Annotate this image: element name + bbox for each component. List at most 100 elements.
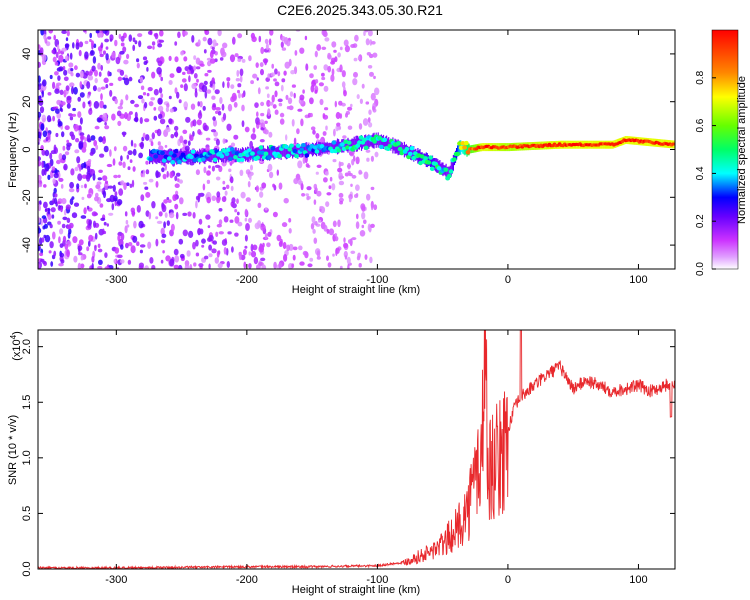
noise-speckle (124, 112, 128, 120)
signal-band (355, 136, 357, 152)
noise-speckle (269, 30, 274, 36)
noise-speckle (146, 92, 150, 97)
snr-panel: -300 -200 -100 0 100 0.0 0.5 1.0 1.5 2.0 Height … (7, 329, 676, 596)
noise-speckle (136, 205, 141, 213)
noise-speckle (96, 181, 102, 185)
noise-speckle (94, 77, 98, 84)
noise-speckle (160, 76, 163, 82)
noise-speckle (41, 237, 45, 243)
noise-speckle (178, 99, 182, 104)
noise-speckle (101, 228, 105, 235)
noise-speckle (255, 185, 260, 193)
noise-speckle (43, 167, 47, 176)
noise-speckle (199, 63, 205, 67)
signal-point (428, 155, 433, 160)
noise-speckle (84, 51, 89, 59)
noise-speckle (127, 166, 131, 171)
noise-speckle (113, 174, 118, 179)
noise-speckle (72, 236, 78, 244)
signal-band (345, 140, 347, 151)
signal-point (671, 142, 675, 146)
noise-speckle (147, 87, 153, 92)
noise-speckle (67, 232, 71, 239)
noise-speckle (117, 120, 122, 127)
noise-speckle (44, 149, 50, 157)
noise-speckle (198, 263, 204, 268)
noise-speckle (138, 40, 142, 48)
signal-point (299, 147, 305, 152)
noise-speckle (227, 231, 232, 235)
noise-speckle (151, 201, 156, 209)
noise-speckle (59, 89, 64, 96)
noise-speckle (52, 231, 56, 240)
noise-speckle (94, 125, 100, 130)
noise-speckle (297, 160, 303, 169)
noise-speckle (265, 42, 269, 51)
noise-speckle (77, 262, 82, 269)
noise-speckle (128, 76, 133, 82)
noise-speckle (86, 94, 90, 99)
noise-speckle (158, 145, 164, 151)
signal-band (454, 150, 457, 163)
noise-speckle (276, 169, 279, 176)
noise-speckle (280, 84, 284, 92)
noise-speckle (38, 174, 42, 181)
noise-speckle (93, 220, 96, 228)
noise-speckle (302, 250, 308, 256)
noise-speckle (93, 212, 98, 216)
noise-speckle (104, 252, 108, 258)
noise-speckle (280, 41, 284, 48)
noise-speckle (330, 60, 336, 65)
noise-speckle (42, 225, 46, 230)
signal-band (354, 138, 356, 150)
noise-speckle (52, 81, 56, 90)
noise-speckle (132, 148, 137, 156)
noise-speckle (59, 243, 64, 249)
noise-speckle (134, 111, 138, 119)
x-tick-label: 0 (505, 574, 511, 586)
snr-y-scale-close: ) (11, 331, 23, 335)
noise-speckle (253, 256, 259, 265)
noise-speckle (82, 101, 86, 109)
y-tick-label: -20 (21, 189, 33, 205)
noise-speckle (288, 218, 292, 223)
noise-speckle (80, 263, 85, 269)
noise-speckle (57, 201, 61, 205)
noise-speckle (212, 103, 216, 108)
noise-speckle (267, 108, 271, 117)
noise-speckle (274, 68, 278, 75)
noise-speckle (206, 196, 211, 204)
colorbar-label: Normalized spectral amplitude (736, 76, 748, 224)
noise-speckle (107, 185, 114, 189)
signal-band (161, 150, 163, 163)
noise-speckle (44, 208, 48, 213)
noise-speckle (212, 83, 216, 91)
noise-speckle (148, 101, 154, 107)
noise-speckle (264, 38, 269, 45)
noise-speckle (228, 168, 232, 173)
noise-speckle (41, 215, 47, 219)
noise-speckle (266, 242, 271, 248)
noise-speckle (309, 112, 313, 118)
noise-speckle (71, 196, 75, 200)
noise-speckle (109, 149, 112, 157)
signal-band (288, 145, 291, 158)
noise-speckle (325, 201, 330, 208)
signal-band (331, 142, 333, 152)
noise-speckle (344, 45, 350, 53)
noise-speckle (279, 112, 285, 118)
noise-speckle (99, 100, 104, 109)
noise-speckle (120, 35, 125, 42)
noise-speckle (197, 111, 203, 120)
noise-speckle (140, 194, 145, 202)
noise-speckle (323, 85, 329, 92)
noise-speckle (291, 119, 295, 127)
signal-point (267, 155, 272, 160)
noise-speckle (229, 178, 234, 182)
noise-speckle (237, 221, 243, 227)
noise-speckle (49, 241, 54, 249)
noise-speckle (321, 76, 326, 81)
noise-speckle (183, 56, 188, 62)
noise-speckle (56, 159, 61, 165)
signal-band (152, 149, 154, 165)
